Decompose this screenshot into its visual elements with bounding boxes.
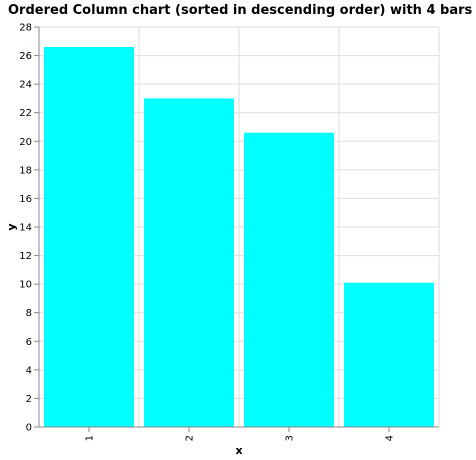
y-tick-label: 12	[19, 251, 32, 262]
x-axis-title: x	[235, 444, 242, 457]
y-tick-label: 10	[19, 280, 32, 291]
y-tick-label: 14	[19, 223, 32, 234]
x-tick-label: 2	[185, 435, 196, 441]
bars	[44, 47, 434, 427]
y-tick-label: 0	[26, 423, 32, 434]
y-tick-label: 4	[26, 365, 32, 376]
y-tick-label: 22	[19, 108, 32, 119]
y-tick-label: 26	[19, 51, 32, 62]
chart-title: Ordered Column chart (sorted in descendi…	[8, 3, 473, 18]
y-tick-label: 24	[19, 80, 32, 91]
bar-2	[144, 98, 234, 427]
bar-4	[344, 282, 434, 427]
y-tick-label: 6	[26, 337, 32, 348]
y-axis-title: y	[5, 223, 18, 230]
y-tick-label: 8	[26, 308, 32, 319]
y-tick-label: 2	[26, 394, 32, 405]
x-tick-label: 4	[385, 435, 396, 441]
bar-3	[244, 132, 334, 427]
x-tick-label: 3	[285, 435, 296, 441]
y-tick-label: 16	[19, 194, 32, 205]
y-tick-label: 18	[19, 165, 32, 176]
x-tick-label: 1	[85, 435, 96, 441]
y-tick-label: 20	[19, 137, 32, 148]
y-tick-label: 28	[19, 23, 32, 34]
bar-1	[44, 47, 134, 427]
